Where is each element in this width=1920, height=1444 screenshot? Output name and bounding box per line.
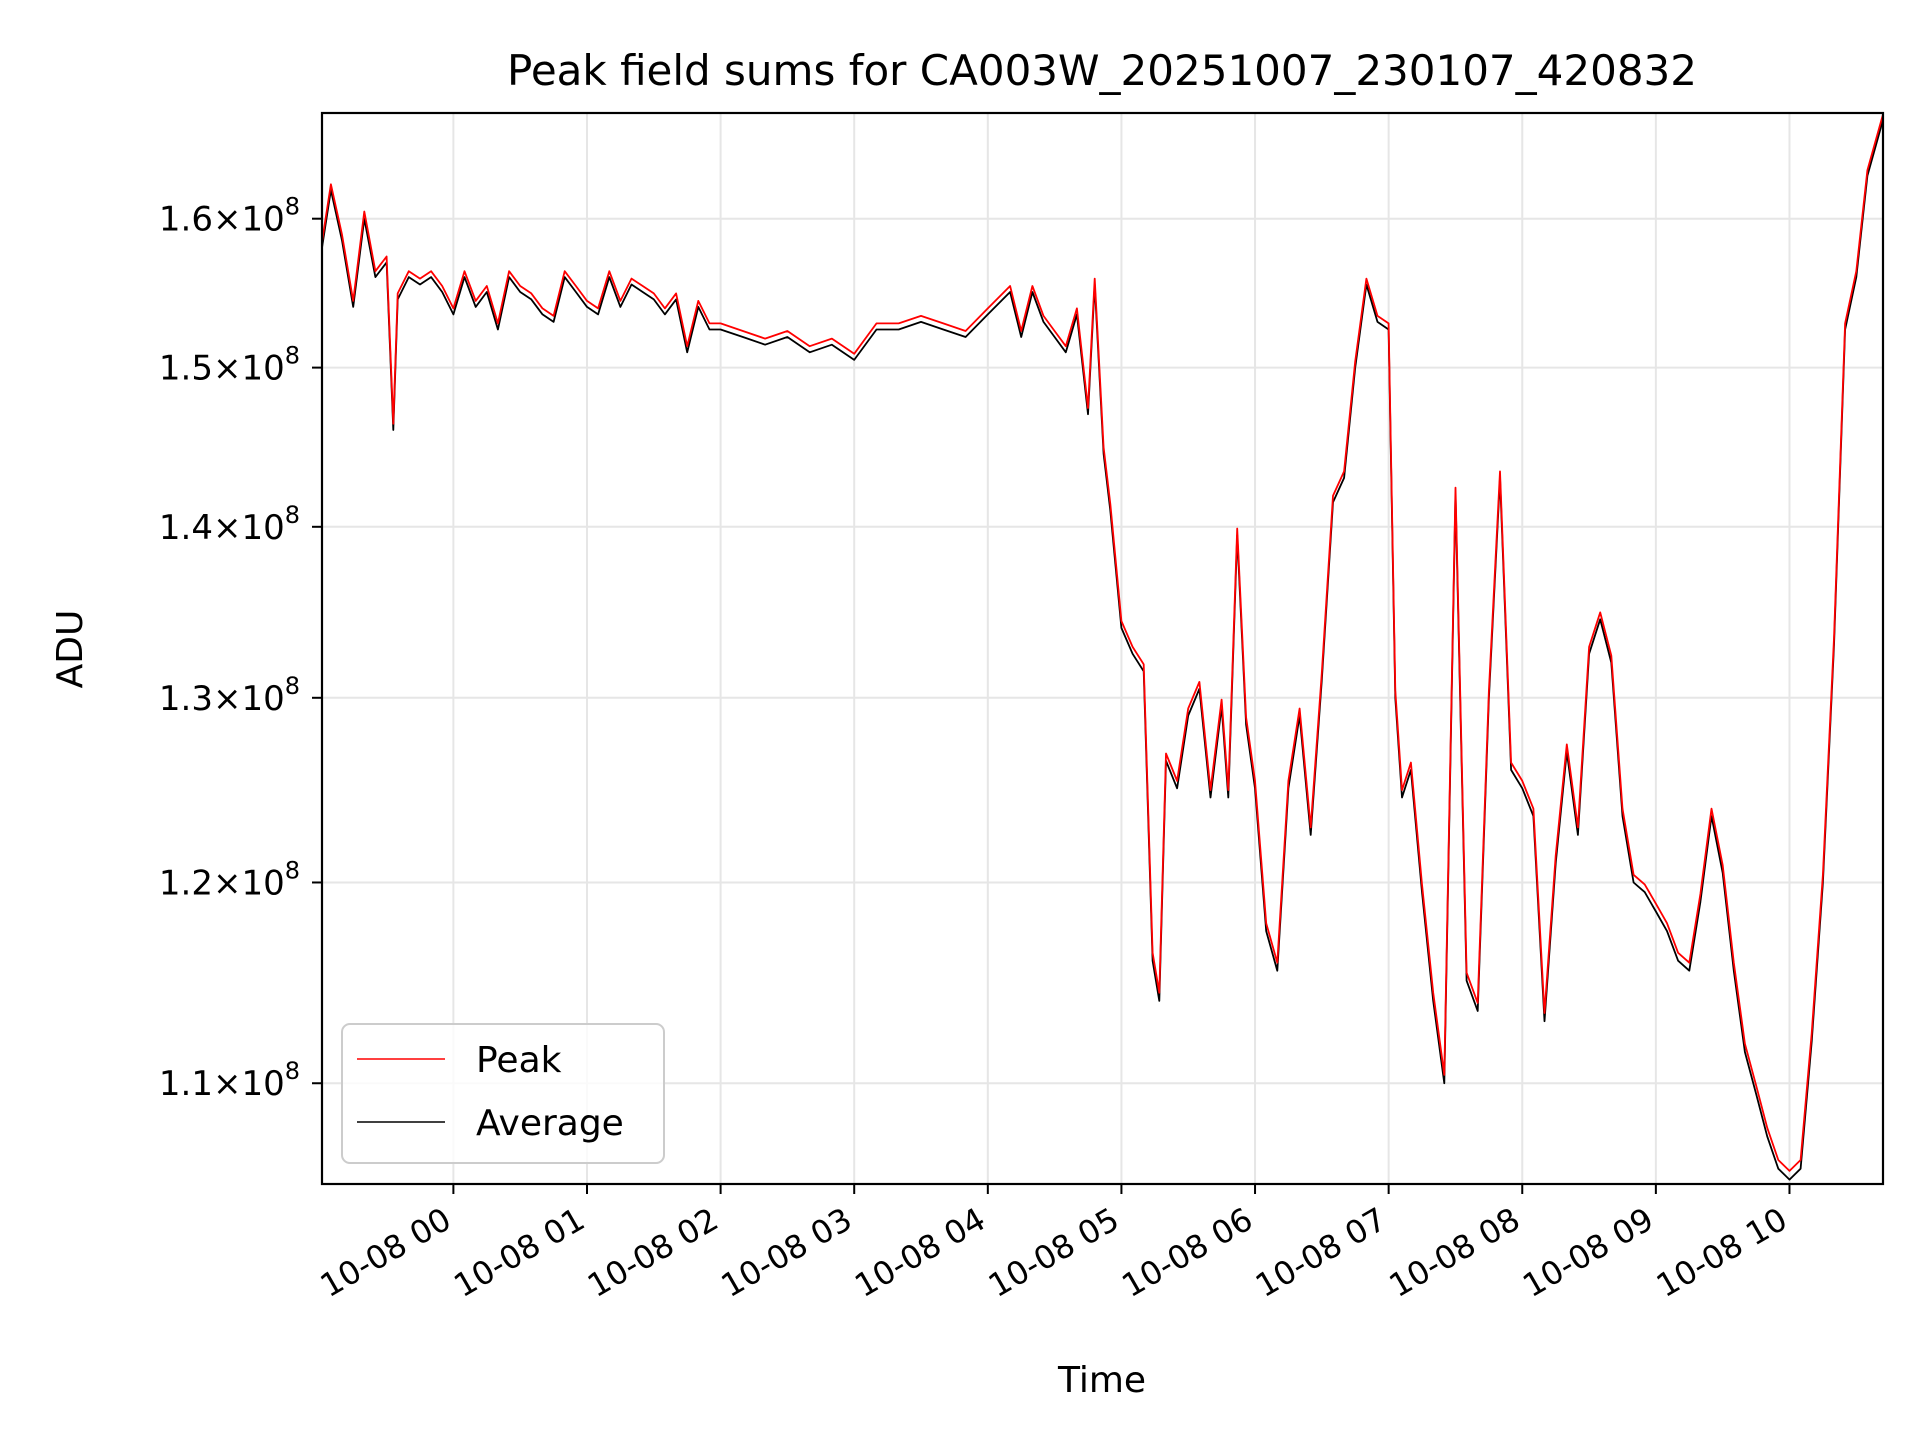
y-tick-label: 1.5×108 [159, 342, 300, 389]
y-tick-times: ×10 [213, 349, 285, 389]
y-tick-base: 1.5 [159, 349, 213, 389]
y-tick-base: 1.6 [159, 200, 213, 240]
y-tick-times: ×10 [213, 508, 285, 548]
y-tick-exponent: 8 [285, 856, 300, 884]
legend: Peak Average [341, 1023, 665, 1164]
y-tick-base: 1.4 [159, 508, 213, 548]
y-tick-exponent: 8 [285, 672, 300, 700]
x-axis-label: Time [1057, 1360, 1146, 1401]
y-tick-label: 1.3×108 [159, 672, 300, 719]
y-tick-times: ×10 [213, 679, 285, 719]
y-tick-exponent: 8 [285, 193, 300, 221]
series-lines [321, 114, 1884, 1181]
y-tick-times: ×10 [213, 200, 285, 240]
y-tick-label: 1.4×108 [159, 501, 300, 548]
y-tick-times: ×10 [213, 1064, 285, 1104]
legend-peak-label: Peak [476, 1040, 562, 1081]
y-tick-exponent: 8 [285, 342, 300, 370]
y-tick-label: 1.6×108 [159, 193, 300, 240]
y-tick-label: 1.2×108 [159, 856, 300, 903]
series-peak-line [321, 114, 1884, 1172]
grid [322, 113, 1883, 1184]
y-tick-label: 1.1×108 [159, 1057, 300, 1104]
legend-average-label: Average [476, 1103, 624, 1144]
y-tick-exponent: 8 [285, 501, 300, 529]
y-tick-times: ×10 [213, 863, 285, 903]
y-axis-label: ADU [50, 610, 91, 689]
chart-title: Peak field sums for CA003W_20251007_2301… [507, 46, 1697, 95]
y-tick-base: 1.1 [159, 1064, 213, 1104]
y-tick-base: 1.3 [159, 679, 213, 719]
y-tick-exponent: 8 [285, 1057, 300, 1085]
y-tick-base: 1.2 [159, 863, 213, 903]
plot-frame [320, 111, 1885, 1186]
